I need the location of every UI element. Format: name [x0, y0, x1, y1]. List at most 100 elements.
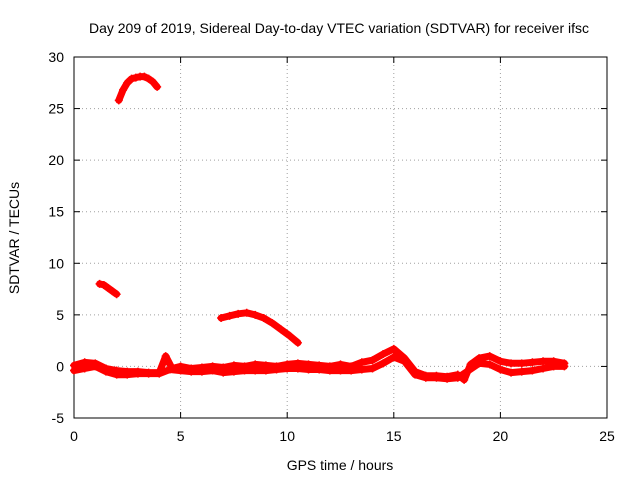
data-point: [80, 364, 89, 373]
data-point: [140, 72, 149, 81]
data-point: [234, 309, 243, 318]
series-arc-high: [114, 72, 162, 105]
data-point: [261, 366, 270, 375]
data-point: [70, 366, 78, 375]
data-point: [155, 369, 164, 378]
y-tick-label: 20: [48, 152, 64, 168]
data-point: [304, 365, 313, 374]
data-point: [95, 279, 104, 288]
data-point: [229, 367, 238, 376]
data-point: [165, 365, 174, 374]
data-point: [251, 310, 260, 319]
data-point: [123, 370, 132, 379]
y-axis-label: SDTVAR / TECUs: [6, 182, 22, 294]
data-point: [528, 366, 537, 375]
plot-frame: [73, 56, 608, 419]
data-point: [91, 362, 100, 371]
data-point: [475, 359, 484, 368]
data-point: [507, 359, 516, 368]
data-point: [496, 357, 505, 366]
y-tick-label: 5: [56, 307, 64, 323]
data-point: [208, 366, 217, 375]
data-point: [379, 359, 388, 368]
x-tick-label: 25: [599, 428, 615, 444]
data-point: [357, 358, 366, 367]
data-point: [119, 86, 128, 95]
series-arc-afternoon: [217, 308, 302, 347]
data-point: [114, 96, 123, 105]
data-point: [432, 373, 441, 382]
data-point: [315, 365, 324, 374]
chart-title: Day 209 of 2019, Sidereal Day-to-day VTE…: [89, 20, 589, 36]
data-point: [539, 364, 548, 373]
series-trace: [115, 73, 161, 104]
y-tick-label: 15: [48, 204, 64, 220]
data-point: [549, 362, 558, 371]
axis-ticks: [73, 56, 608, 419]
x-tick-label: 0: [70, 428, 78, 444]
data-point: [148, 77, 157, 86]
x-tick-labels: 0 5 10 15 20 25: [70, 428, 615, 444]
series-arc-mid: [95, 279, 121, 299]
data-point: [99, 280, 108, 289]
data-point: [507, 368, 516, 377]
data-point: [443, 374, 452, 383]
data-point: [187, 367, 196, 376]
y-tick-labels: -5 0 5 10 15 20 25 30: [48, 49, 64, 426]
data-point: [268, 319, 277, 328]
data-point: [517, 367, 526, 376]
data-point: [368, 356, 377, 365]
data-point: [104, 284, 113, 293]
data-point: [153, 82, 162, 91]
data-point: [133, 369, 142, 378]
data-point: [144, 369, 153, 378]
data-point: [485, 352, 494, 361]
data-point: [325, 366, 334, 375]
data-point: [421, 373, 430, 382]
data-point: [219, 368, 228, 377]
data-point: [560, 362, 569, 371]
data-point: [400, 357, 409, 366]
series-lower-band: [70, 353, 569, 383]
data-point: [259, 313, 268, 322]
data-point: [176, 366, 185, 375]
data-point: [127, 74, 136, 83]
data-point: [197, 367, 206, 376]
data-point: [272, 365, 281, 374]
data-point: [108, 287, 117, 296]
data-point: [225, 311, 234, 320]
data-point: [528, 358, 537, 367]
data-point: [293, 338, 302, 347]
y-tick-label: 10: [48, 255, 64, 271]
y-tick-label: 25: [48, 101, 64, 117]
data-point: [123, 78, 132, 87]
data-point: [240, 366, 249, 375]
y-tick-label: -5: [52, 410, 65, 426]
data-point: [101, 367, 110, 376]
x-tick-label: 10: [279, 428, 295, 444]
x-tick-label: 20: [493, 428, 509, 444]
data-point: [293, 364, 302, 373]
data-point: [276, 325, 285, 334]
data-point: [368, 364, 377, 373]
y-tick-label: 30: [48, 49, 64, 65]
x-tick-label: 15: [386, 428, 402, 444]
data-point: [379, 350, 388, 359]
y-tick-label: 0: [56, 358, 64, 374]
data-point: [161, 352, 170, 361]
data-point: [112, 370, 121, 379]
data-point: [389, 344, 398, 353]
data-point: [453, 373, 462, 382]
data-point: [283, 364, 292, 373]
data-point: [485, 360, 494, 369]
data-point: [112, 290, 121, 299]
data-point: [357, 365, 366, 374]
data-point: [285, 331, 294, 340]
x-tick-label: 5: [177, 428, 185, 444]
data-point: [464, 366, 473, 375]
data-point: [411, 370, 420, 379]
x-axis-label: GPS time / hours: [287, 457, 394, 473]
data-point: [251, 366, 260, 375]
series-trace: [217, 309, 302, 347]
